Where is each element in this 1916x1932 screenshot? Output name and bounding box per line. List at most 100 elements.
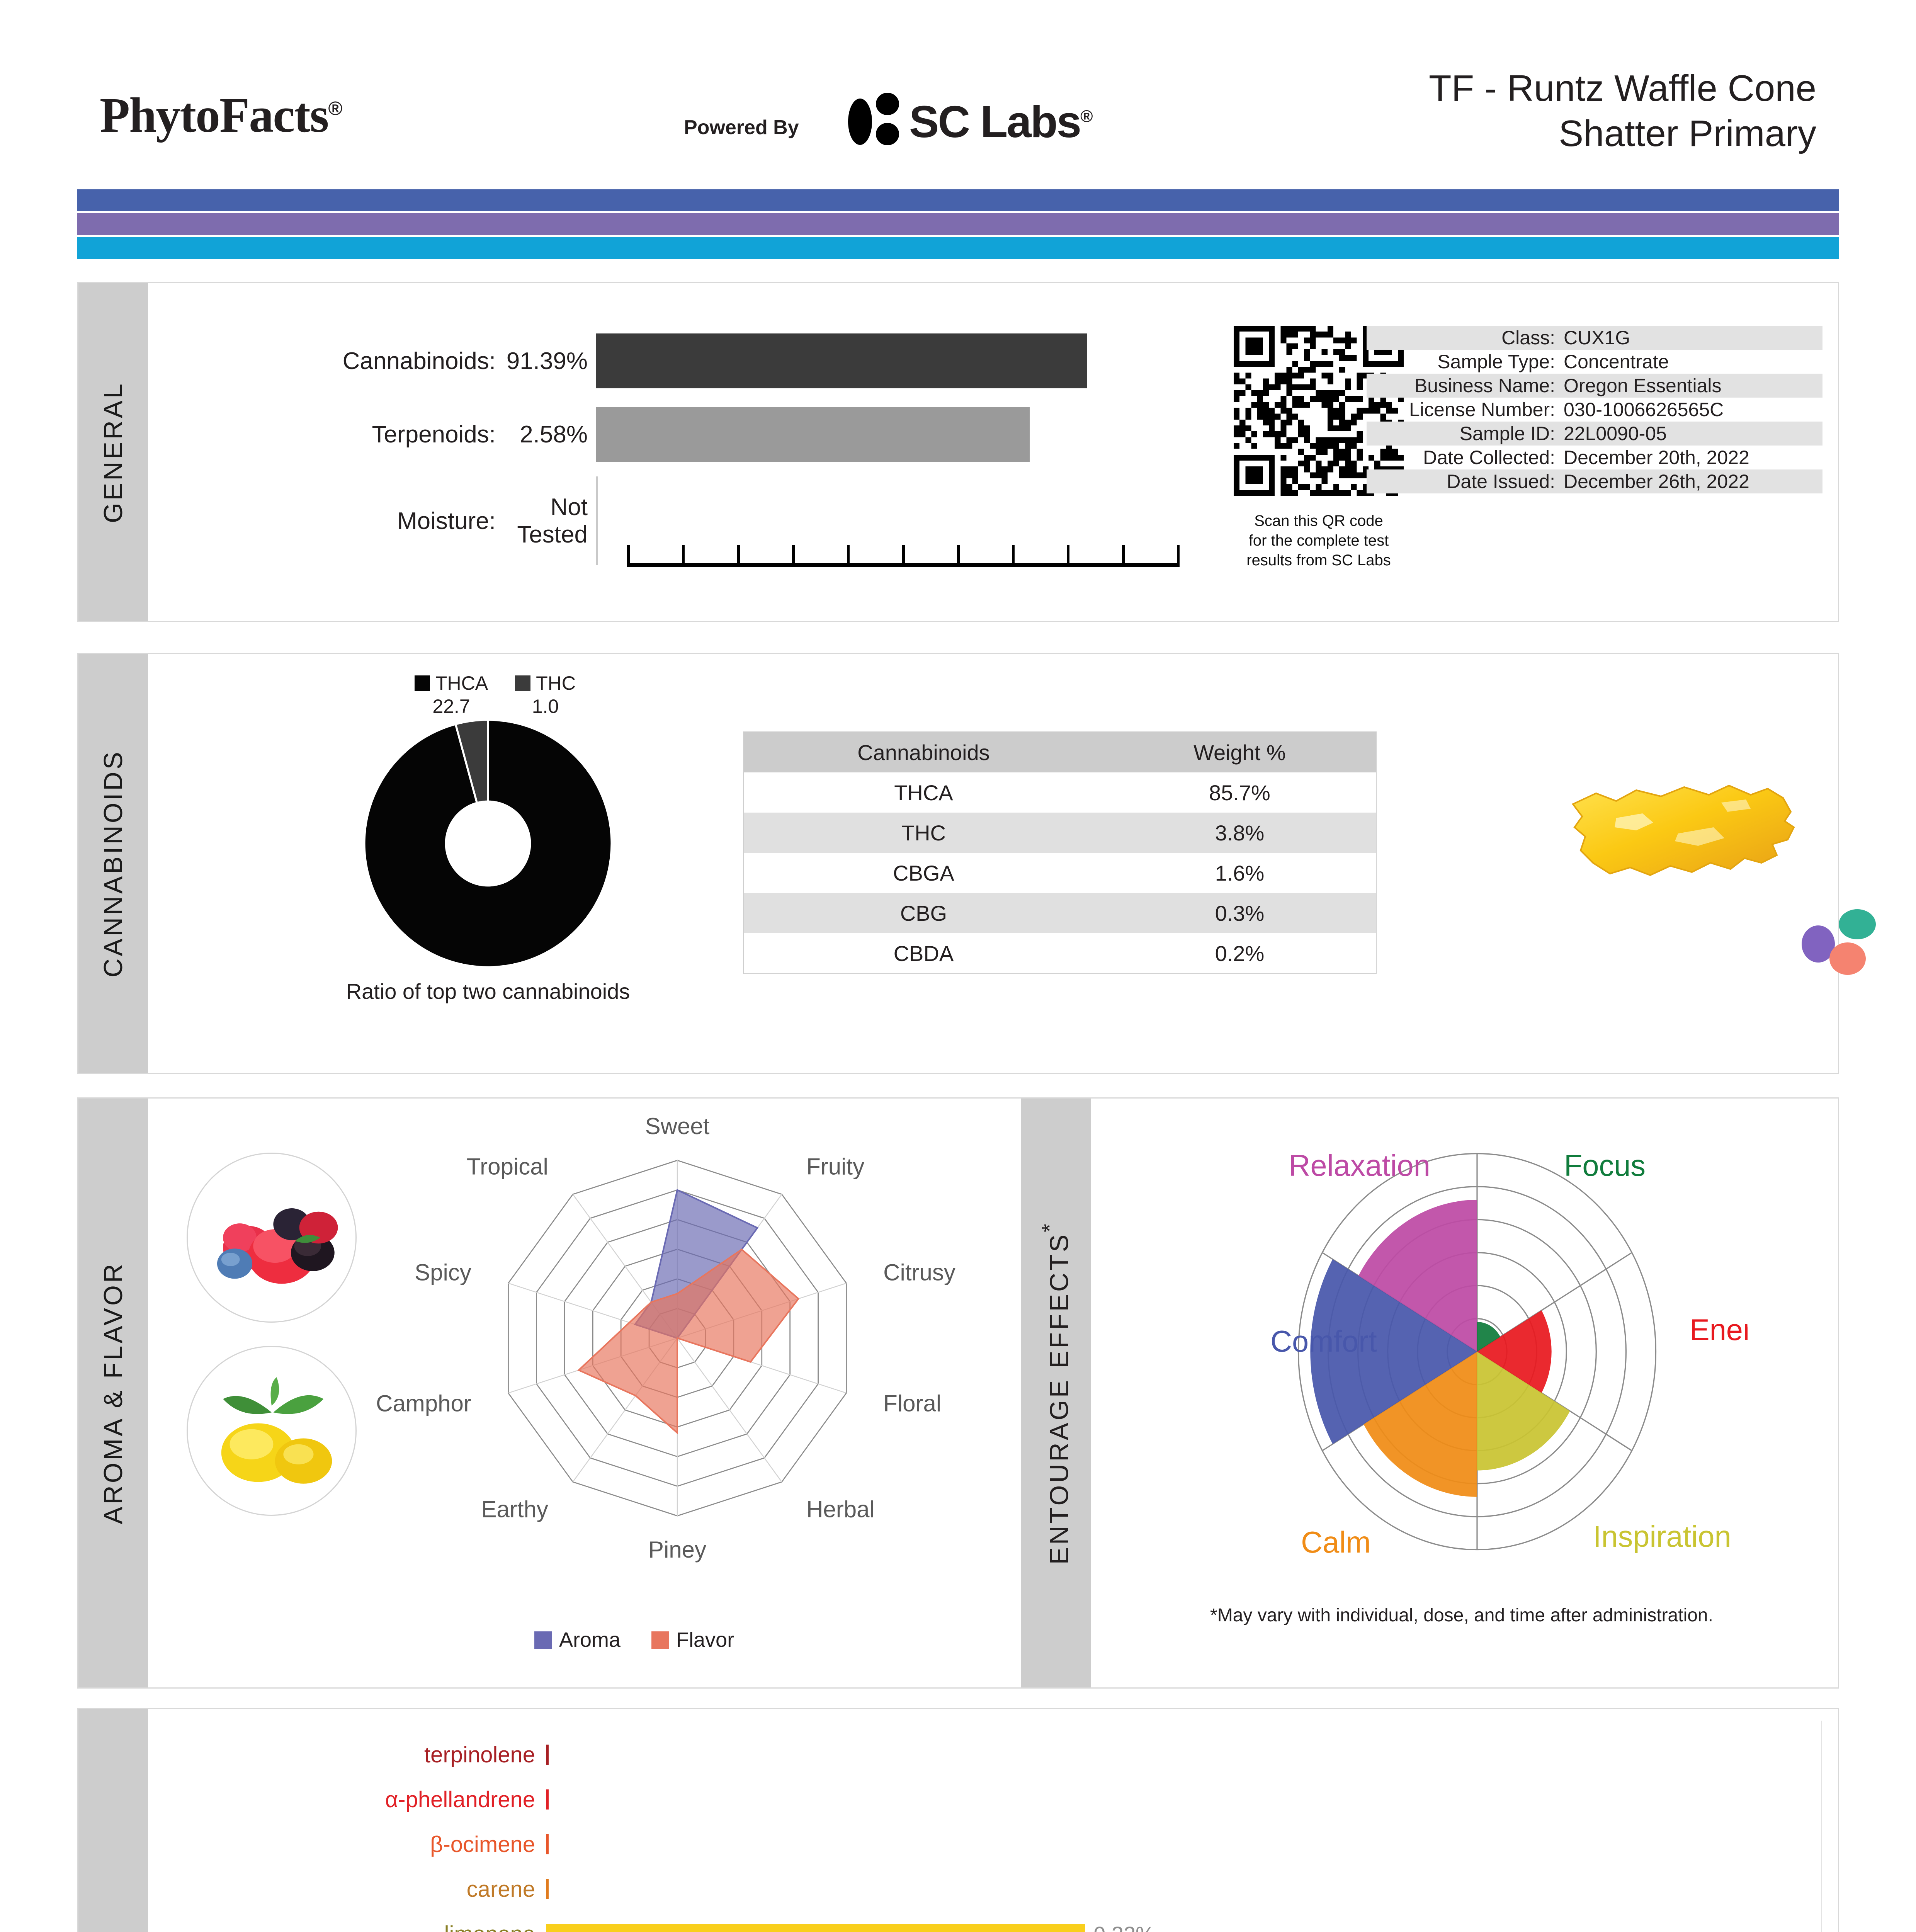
info-value: December 26th, 2022 [1564, 471, 1749, 492]
general-bar-cannabinoids [596, 333, 1087, 388]
qr-caption-line: results from SC Labs [1246, 552, 1391, 569]
decoration-dot [1829, 942, 1866, 975]
terpene-bar [546, 1789, 549, 1810]
decoration-dot [1802, 925, 1835, 963]
donut-legend: THCA 22.7 THC 1.0 [415, 672, 576, 718]
info-key: Class: [1501, 327, 1555, 349]
general-row-moisture: Moisture: Not Tested [179, 476, 598, 565]
general-bar-terpenoids [596, 407, 1030, 462]
aroma-flavor-section: AROMA & FLAVOR [77, 1097, 1839, 1689]
terpene-label: carene [466, 1876, 535, 1902]
axis-tick [682, 545, 685, 567]
terpene-bar [546, 1834, 549, 1854]
legend-label: THCA [435, 672, 488, 694]
svg-text:Fruity: Fruity [806, 1154, 864, 1180]
info-row: Date Collected: December 20th, 2022 [1367, 446, 1822, 469]
general-row-cannabinoids: Cannabinoids: 91.39% [179, 333, 1087, 388]
axis-tick [1122, 545, 1125, 567]
phytofacts-logo-text: PhytoFacts [100, 88, 329, 143]
info-key: Sample ID: [1459, 423, 1555, 444]
phytoprint-row: β-ocimene [148, 1822, 1838, 1867]
cannabinoid-ratio-donut-chart [364, 720, 612, 967]
svg-text:Relaxation: Relaxation [1289, 1149, 1430, 1182]
terpene-label: β-ocimene [430, 1832, 535, 1857]
axis-tick [792, 545, 795, 567]
sample-title-line-2: Shatter Primary [1559, 113, 1816, 155]
sc-labs-mark-icon [848, 93, 902, 151]
cell-name: CBGA [893, 861, 954, 885]
general-label-cannabinoids: Cannabinoids: [342, 347, 496, 374]
legend-label: Flavor [676, 1628, 734, 1651]
info-row: Date Issued: December 26th, 2022 [1367, 469, 1822, 493]
radar-legend: Aroma Flavor [534, 1628, 734, 1652]
info-value: Oregon Essentials [1564, 375, 1722, 396]
axis-tick [902, 545, 905, 567]
legend-swatch [415, 675, 430, 691]
table-row: CBG 0.3% [744, 893, 1376, 933]
general-value-terpenoids: 2.58% [520, 421, 588, 448]
info-key: License Number: [1409, 399, 1555, 420]
axis-tick [1177, 545, 1180, 567]
berries-image [187, 1153, 357, 1323]
color-dots-decoration [1802, 909, 1890, 975]
info-row: Sample ID: 22L0090-05 [1367, 422, 1822, 446]
sc-labs-logo: SC Labs® [848, 93, 1093, 151]
radar-legend-item: Flavor [651, 1628, 734, 1652]
column-header-name: Cannabinoids [857, 740, 990, 765]
svg-text:Energy: Energy [1690, 1313, 1748, 1347]
info-row: License Number: 030-1006626565C [1367, 398, 1822, 422]
info-value: December 20th, 2022 [1564, 447, 1749, 468]
accent-stripe-cyan [77, 237, 1839, 259]
sample-info-table: Class: CUX1G Sample Type: Concentrate Busine… [1367, 326, 1822, 493]
general-value-cannabinoids: 91.39% [506, 347, 588, 374]
phytoprint-row: limonene 0.32% [148, 1912, 1838, 1932]
axis-tick [627, 545, 630, 567]
page-title: TF - Runtz Waffle Cone Shatter Primary [966, 66, 1816, 156]
cell-name: CBG [900, 901, 947, 925]
general-value-moisture: Not Tested [517, 494, 588, 548]
legend-label: THC [536, 672, 576, 694]
phytoprint-row: carene [148, 1867, 1838, 1912]
column-header-weight: Weight % [1193, 740, 1286, 765]
shatter-product-image [1571, 784, 1795, 876]
qr-caption-line: for the complete test [1248, 532, 1389, 549]
table-row: THCA 85.7% [744, 772, 1376, 813]
aroma-flavor-radar-chart: Sweet Fruity Citrusy Floral Herbal Piney Earth… [376, 1113, 955, 1563]
general-label-moisture: Moisture: [397, 507, 496, 534]
phytoprint-section: PHYTOPRINT® terpinolene α-phellandrene β-o… [77, 1708, 1839, 1932]
terpene-value: 0.32% [1093, 1922, 1155, 1932]
cell-weight: 85.7% [1209, 780, 1270, 805]
axis-tick [737, 545, 740, 567]
svg-text:Inspiration: Inspiration [1593, 1520, 1731, 1553]
table-row: CBGA 1.6% [744, 853, 1376, 893]
terpene-bar [546, 1879, 549, 1899]
terpene-label: α-phellandrene [385, 1787, 535, 1812]
table-header-row: Cannabinoids Weight % [744, 732, 1376, 772]
svg-text:Spicy: Spicy [415, 1260, 471, 1286]
axis-tick [1067, 545, 1070, 567]
legend-swatch [515, 675, 531, 691]
phytoprint-axis-line [1821, 1721, 1822, 1932]
cannabinoids-table: Cannabinoids Weight % THCA 85.7% THC 3.8% CBGA… [743, 731, 1377, 974]
info-row: Class: CUX1G [1367, 326, 1822, 350]
terpene-bar [546, 1924, 1085, 1932]
section-tab-entourage-effects-label: ENTOURAGE EFFECTS* [1038, 1221, 1074, 1565]
axis-tick [847, 545, 850, 567]
legend-swatch [651, 1631, 670, 1649]
cannabinoids-section: CANNABINOIDS THCA 22.7 THC 1.0 Ratio of top… [77, 653, 1876, 1074]
axis-tick [1012, 545, 1015, 567]
svg-text:Comfort: Comfort [1270, 1325, 1377, 1358]
donut-legend-item: THC 1.0 [515, 672, 576, 718]
donut-legend-item: THCA 22.7 [415, 672, 488, 718]
general-axis [627, 542, 1180, 567]
general-section: GENERAL Cannabinoids: 91.39% Terpenoids:… [77, 282, 1839, 622]
phytoprint-row: α-phellandrene [148, 1777, 1838, 1822]
general-label-terpenoids: Terpenoids: [372, 421, 496, 448]
lemons-image [187, 1346, 357, 1516]
general-bar-moisture [596, 476, 598, 565]
section-tab-general: GENERAL [78, 283, 148, 621]
qr-code[interactable] [1234, 326, 1404, 496]
section-tab-cannabinoids-label: CANNABINOIDS [99, 750, 128, 978]
qr-caption-line: Scan this QR code [1254, 512, 1383, 529]
registered-mark-icon: ® [328, 97, 342, 119]
